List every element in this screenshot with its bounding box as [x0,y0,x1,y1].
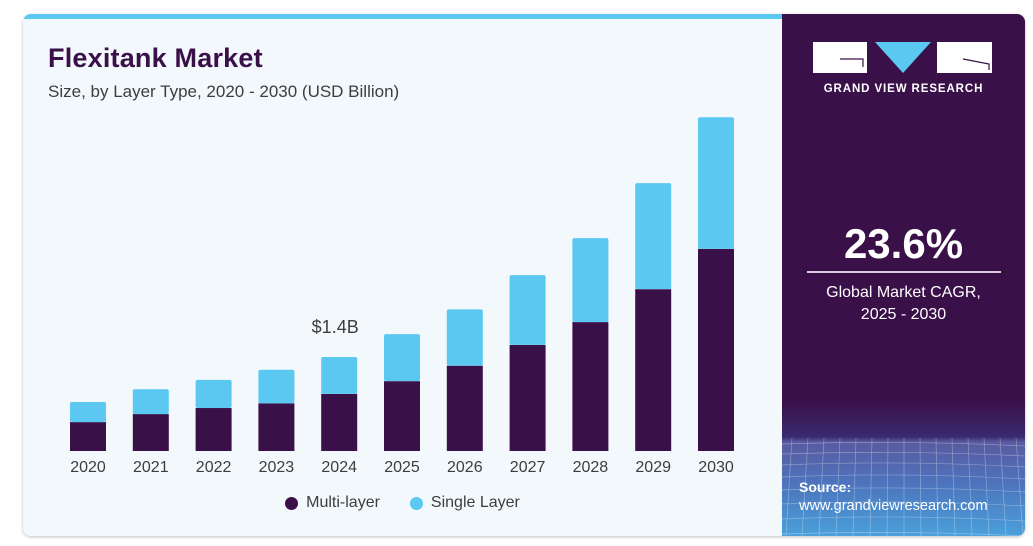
grand-view-research-logo [813,42,992,73]
chart-subtitle: Size, by Layer Type, 2020 - 2030 (USD Bi… [48,82,400,101]
bar-multi-layer-2023 [258,403,295,451]
logo-block-r [937,42,992,73]
bar-group-2021 [132,389,169,451]
bar-group-2026 [446,309,483,451]
legend-label: Single Layer [430,494,520,511]
bar-multi-layer-2026 [446,365,483,451]
bar-single-layer-2022 [195,379,232,409]
bar-multi-layer-2028 [572,322,609,451]
x-tick-label: 2027 [510,459,546,476]
bar-multi-layer-2030 [698,248,734,451]
bar-single-layer-2030 [698,117,734,249]
bar-group-2028 [572,238,609,451]
grid-texture [782,438,1025,536]
x-tick-label: 2029 [635,459,671,476]
cagr-value: 23.6% [843,220,964,267]
x-tick-label: 2028 [573,459,609,476]
legend-label: Multi-layer [306,494,380,511]
legend-item-single-layer: Single Layer [409,494,520,512]
bar-group-2020 [70,401,106,451]
bar-group-2025 [384,334,420,451]
legend-swatch-multi-layer [285,496,299,510]
cagr-divider [807,271,1001,273]
data-label-2024: $1.4B [312,317,359,337]
bar-multi-layer-2022 [195,408,232,451]
logo-block-g [813,42,867,73]
cagr-label-line1: Global Market CAGR, [826,284,981,301]
bar-single-layer-2026 [446,309,483,366]
bar-single-layer-2025 [384,334,420,382]
bar-single-layer-2028 [572,238,609,323]
legend-item-multi-layer: Multi-layer [285,494,380,512]
x-tick-label: 2020 [70,459,106,476]
cagr-label-line2: 2025 - 2030 [860,306,947,323]
side-panel: GRAND VIEW RESEARCH 23.6% Global Market … [782,14,1025,536]
x-tick-label: 2026 [447,459,483,476]
bar-single-layer-2021 [132,389,169,415]
bar-group-2030 [698,117,734,451]
x-tick-label: 2025 [384,459,420,476]
bar-single-layer-2027 [509,275,546,345]
bar-multi-layer-2029 [635,289,672,451]
bar-group-2023 [258,369,295,451]
stacked-bar-chart: 2020 2021 2022 2023 2024 2025 2026 2027 2028 2029… [70,117,734,476]
infographic-card: Flexitank Market Size, by Layer Type, 20… [23,14,1025,536]
bar-multi-layer-2021 [132,414,169,451]
cagr-label: Global Market CAGR, 2025 - 2030 [782,282,1025,326]
bar-multi-layer-2020 [70,422,106,451]
x-tick-label: 2021 [133,459,169,476]
bar-single-layer-2023 [258,369,295,404]
bar-group-2027 [509,275,546,451]
bar-single-layer-2029 [635,183,672,290]
chart-title: Flexitank Market [48,43,263,73]
bar-group-2029 [635,183,672,451]
x-tick-label: 2023 [259,459,295,476]
x-tick-label: 2022 [196,459,232,476]
bar-single-layer-2020 [70,401,106,423]
legend-swatch-single-layer [409,496,423,510]
x-tick-label: 2030 [698,459,734,476]
bar-single-layer-2024 [321,357,358,394]
bar-group-2022 [195,379,232,451]
source-url[interactable]: www.grandviewresearch.com [799,498,988,514]
x-tick-label: 2024 [321,459,357,476]
source-label: Source: [799,479,852,495]
chart-legend: Multi-layer Single Layer [23,494,782,512]
bar-multi-layer-2027 [509,344,546,451]
brand-name: GRAND VIEW RESEARCH [823,83,984,95]
bar-group-2024 [321,357,358,451]
bar-multi-layer-2025 [384,381,420,451]
logo-triangle-v [875,42,931,73]
bar-multi-layer-2024 [321,393,358,451]
